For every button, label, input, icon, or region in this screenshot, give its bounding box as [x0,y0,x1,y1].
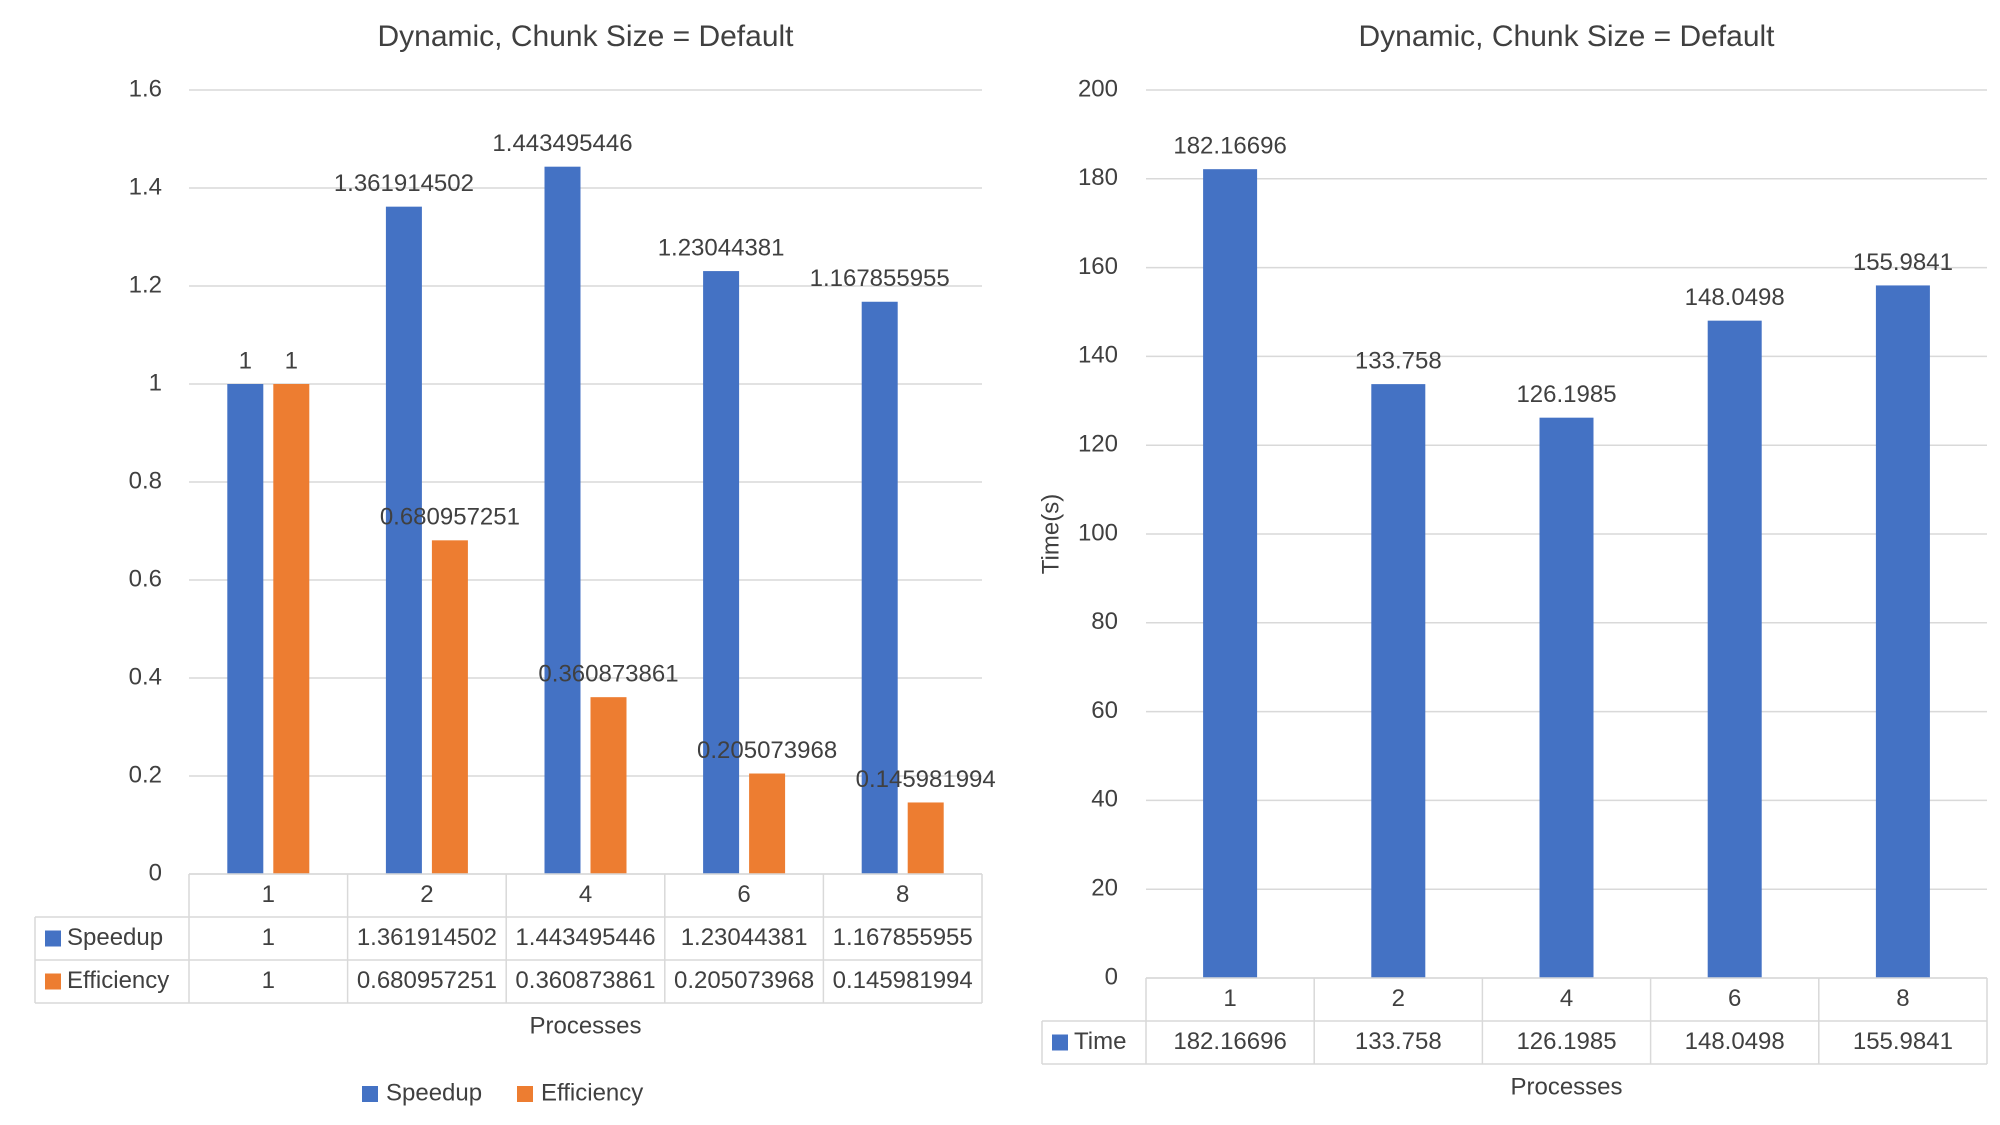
x-category-label: 8 [896,881,909,908]
efficiency-bar [907,802,944,874]
y-tick-label: 1.4 [129,173,162,200]
x-category-label: 2 [1392,985,1405,1012]
y-tick-label: 180 [1078,164,1118,191]
speedup-bar [544,166,581,874]
y-tick-label: 0.6 [129,565,162,592]
x-category-label: 6 [737,881,750,908]
data-label: 1 [239,347,252,374]
efficiency-bar [273,384,310,874]
x-category-label: 4 [1560,985,1573,1012]
y-tick-label: 0.2 [129,761,162,788]
efficiency-bar [590,697,627,874]
data-label: 0.205073968 [697,737,837,764]
y-tick-label: 160 [1078,253,1118,280]
time-bar [1539,417,1594,978]
table-legend-key [45,973,61,990]
x-category-label: 8 [1896,985,1909,1012]
y-tick-label: 1.2 [129,271,162,298]
data-label: 148.0498 [1685,284,1785,311]
y-tick-label: 1 [149,369,162,396]
x-axis-label: Processes [529,1012,641,1039]
table-cell: 0.205073968 [674,967,814,994]
data-label: 1 [285,347,298,374]
table-cell: 133.758 [1355,1028,1442,1055]
data-label: 126.1985 [1516,381,1616,408]
y-tick-label: 200 [1078,75,1118,102]
y-tick-label: 140 [1078,342,1118,369]
x-axis-label: Processes [1510,1073,1622,1100]
efficiency-bar [431,540,468,874]
data-label: 0.680957251 [380,504,520,531]
y-tick-label: 80 [1091,608,1118,635]
data-label: 133.758 [1355,347,1442,374]
table-series-name: Time [1074,1028,1126,1055]
table-cell: 0.680957251 [357,967,497,994]
y-axis-label: Time(s) [1037,494,1064,574]
legend-key-efficiency [517,1086,533,1102]
data-label: 1.443495446 [492,130,632,157]
table-cell: 1.361914502 [357,924,497,951]
x-category-label: 4 [579,881,592,908]
y-tick-label: 20 [1091,875,1118,902]
time-bar [1371,384,1426,978]
y-tick-label: 120 [1078,431,1118,458]
data-label: 1.167855955 [810,265,950,292]
data-label: 1.361914502 [334,170,474,197]
table-cell: 1.167855955 [833,924,973,951]
y-tick-label: 0.4 [129,663,162,690]
table-cell: 1 [262,967,275,994]
time-bar [1203,169,1258,978]
legend-label-efficiency: Efficiency [541,1079,643,1106]
table-cell: 1 [262,924,275,951]
speedup-bar [227,384,264,874]
table-cell: 0.145981994 [833,967,973,994]
x-category-label: 6 [1728,985,1741,1012]
table-cell: 1.23044381 [681,924,808,951]
data-label: 1.23044381 [658,234,785,261]
efficiency-bar [749,773,786,874]
chart-title: Dynamic, Chunk Size = Default [377,20,794,53]
table-legend-key [45,930,61,947]
x-category-label: 2 [420,881,433,908]
legend-label-speedup: Speedup [386,1079,482,1106]
table-cell: 0.360873861 [515,967,655,994]
table-cell: 148.0498 [1685,1028,1785,1055]
table-cell: 126.1985 [1516,1028,1616,1055]
chart-title: Dynamic, Chunk Size = Default [1358,20,1775,53]
y-tick-label: 0 [149,859,162,886]
data-label: 182.16696 [1173,133,1286,160]
x-category-label: 1 [262,881,275,908]
x-category-label: 1 [1223,985,1236,1012]
data-label: 0.145981994 [856,766,996,793]
y-tick-label: 40 [1091,786,1118,813]
time-bar [1707,320,1762,978]
time-bar [1875,285,1930,978]
legend-key-speedup [362,1086,378,1102]
table-cell: 182.16696 [1173,1028,1286,1055]
y-tick-label: 100 [1078,519,1118,546]
data-label: 0.360873861 [538,661,678,688]
y-tick-label: 0.8 [129,467,162,494]
table-legend-key [1052,1034,1068,1051]
y-tick-label: 60 [1091,697,1118,724]
y-tick-label: 1.6 [129,75,162,102]
table-cell: 1.443495446 [515,924,655,951]
speedup-bar [861,301,898,874]
table-series-name: Speedup [67,924,163,951]
table-cell: 155.9841 [1853,1028,1953,1055]
y-tick-label: 0 [1105,963,1118,990]
speedup-bar [703,271,740,874]
speedup-bar [385,206,422,875]
data-label: 155.9841 [1853,249,1953,276]
table-series-name: Efficiency [67,967,169,994]
